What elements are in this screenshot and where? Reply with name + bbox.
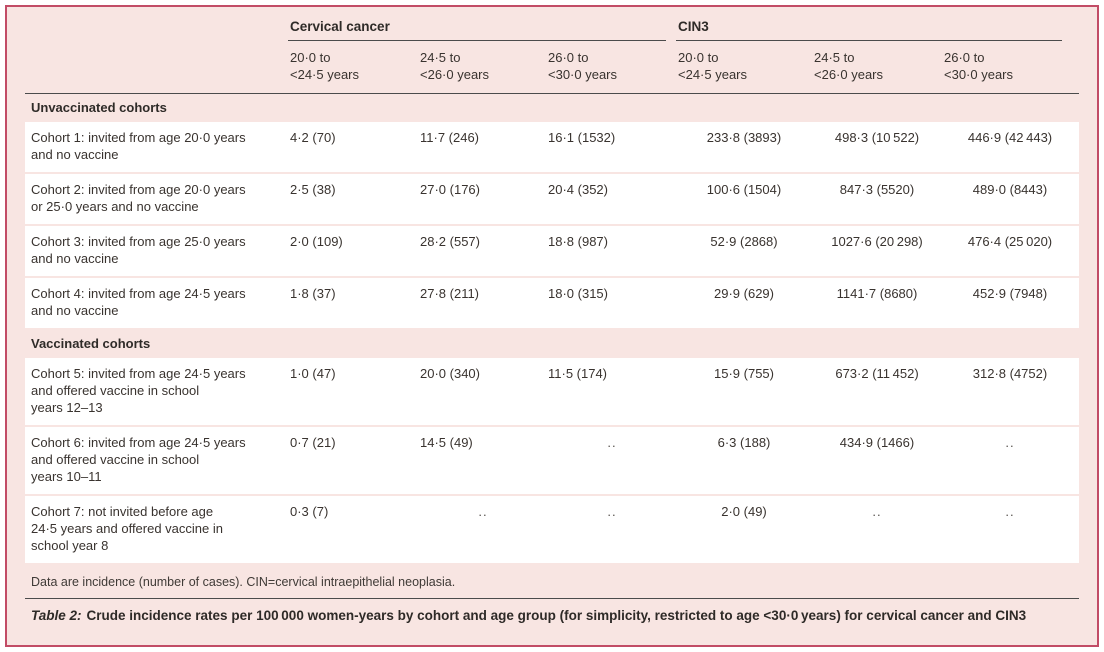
row-label: Cohort 5: invited from age 24·5 years an… [31, 366, 246, 415]
table-row: Cohort 4: invited from age 24·5 years an… [25, 278, 1079, 330]
table-2-figure: Cervical cancer CIN3 20·0 to <24·5 years… [5, 5, 1099, 647]
cell-value: 52·9 (2868) [710, 234, 778, 249]
cell-value: 847·3 (5520) [839, 182, 915, 197]
cell-value: 27·8 (211) [420, 286, 480, 301]
row-label: Cohort 7: not invited before age 24·5 ye… [31, 504, 223, 553]
cell-value: 15·9 (755) [714, 366, 774, 381]
col-group-label: CIN3 [676, 19, 1062, 41]
section-header: Unvaccinated cohorts [25, 94, 1079, 122]
table-row: Cohort 7: not invited before age 24·5 ye… [25, 496, 1079, 565]
cell-value: 11·7 (246) [420, 130, 480, 145]
cell-value: 2·0 (109) [290, 234, 343, 249]
empty-corner-cell [25, 19, 288, 41]
row-label: Cohort 4: invited from age 24·5 years an… [31, 286, 246, 318]
table-header: Cervical cancer CIN3 20·0 to <24·5 years… [25, 7, 1079, 94]
col-group-cervical-cancer: Cervical cancer [288, 19, 676, 41]
cell-value: 11·5 (174) [548, 366, 608, 381]
table-row: Cohort 1: invited from age 20·0 years an… [25, 122, 1079, 174]
cell-value: 446·9 (42 443) [967, 130, 1053, 145]
cell-value: 0·3 (7) [290, 504, 329, 519]
cell-value: 27·0 (176) [420, 182, 480, 197]
cell-value: 4·2 (70) [290, 130, 336, 145]
table-row: Cohort 2: invited from age 20·0 years or… [25, 174, 1079, 226]
cell-value: 20·4 (352) [548, 182, 608, 197]
cell-value: 16·1 (1532) [548, 130, 616, 145]
cell-value: 1·8 (37) [290, 286, 336, 301]
cell-value: 14·5 (49) [420, 435, 473, 450]
cell-value: 233·8 (3893) [706, 130, 782, 145]
cell-value: 1027·6 (20 298) [831, 234, 923, 249]
age-column-header: 20·0 to <24·5 years [290, 50, 360, 82]
cell-value: 18·8 (987) [548, 234, 608, 249]
cell-value: .. [1005, 435, 1015, 450]
cell-value: .. [1005, 504, 1015, 519]
cell-value: 6·3 (188) [717, 435, 771, 450]
row-label: Cohort 2: invited from age 20·0 years or… [31, 182, 246, 214]
cell-value: .. [478, 504, 488, 519]
empty-corner-cell [25, 49, 288, 83]
cell-value: 100·6 (1504) [706, 182, 782, 197]
cell-value: 18·0 (315) [548, 286, 608, 301]
age-column-header: 24·5 to <26·0 years [420, 50, 490, 82]
cell-value: 29·9 (629) [714, 286, 774, 301]
table-caption: Table 2: Crude incidence rates per 100 00… [25, 599, 1079, 623]
age-header-row: 20·0 to <24·5 years 24·5 to <26·0 years … [25, 41, 1079, 93]
cell-value: 1141·7 (8680) [836, 286, 918, 301]
row-label: Cohort 1: invited from age 20·0 years an… [31, 130, 246, 162]
cell-value: 2·5 (38) [290, 182, 336, 197]
cell-value: 498·3 (10 522) [834, 130, 920, 145]
cell-value: .. [872, 504, 882, 519]
age-column-header: 26·0 to <30·0 years [944, 50, 1014, 82]
table-caption-text: Crude incidence rates per 100 000 women-… [86, 608, 1027, 623]
cell-value: 0·7 (21) [290, 435, 336, 450]
table-row: Cohort 3: invited from age 25·0 years an… [25, 226, 1079, 278]
col-group-cin3: CIN3 [676, 19, 1078, 41]
column-group-header-row: Cervical cancer CIN3 [25, 7, 1079, 41]
table-body: Unvaccinated cohorts Cohort 1: invited fr… [25, 94, 1079, 565]
table-row: Cohort 6: invited from age 24·5 years an… [25, 427, 1079, 496]
cell-value: 476·4 (25 020) [967, 234, 1053, 249]
cell-value: 28·2 (557) [420, 234, 480, 249]
age-column-header: 20·0 to <24·5 years [678, 50, 748, 82]
cell-value: 452·9 (7948) [972, 286, 1048, 301]
cell-value: 434·9 (1466) [839, 435, 915, 450]
col-group-label: Cervical cancer [288, 19, 666, 41]
cell-value: 489·0 (8443) [972, 182, 1048, 197]
cell-value: .. [607, 504, 617, 519]
row-label: Cohort 3: invited from age 25·0 years an… [31, 234, 246, 266]
cell-value: 1·0 (47) [290, 366, 336, 381]
age-column-header: 26·0 to <30·0 years [548, 50, 618, 82]
age-column-header: 24·5 to <26·0 years [814, 50, 884, 82]
cell-value: 312·8 (4752) [972, 366, 1048, 381]
cell-value: 2·0 (49) [721, 504, 767, 519]
table-row: Cohort 5: invited from age 24·5 years an… [25, 358, 1079, 427]
cell-value: .. [607, 435, 617, 450]
section-header: Vaccinated cohorts [25, 330, 1079, 358]
table-caption-number: Table 2: [31, 608, 82, 623]
row-label: Cohort 6: invited from age 24·5 years an… [31, 435, 246, 484]
cell-value: 673·2 (11 452) [835, 366, 919, 381]
footnote: Data are incidence (number of cases). CI… [25, 565, 1079, 599]
cell-value: 20·0 (340) [420, 366, 480, 381]
